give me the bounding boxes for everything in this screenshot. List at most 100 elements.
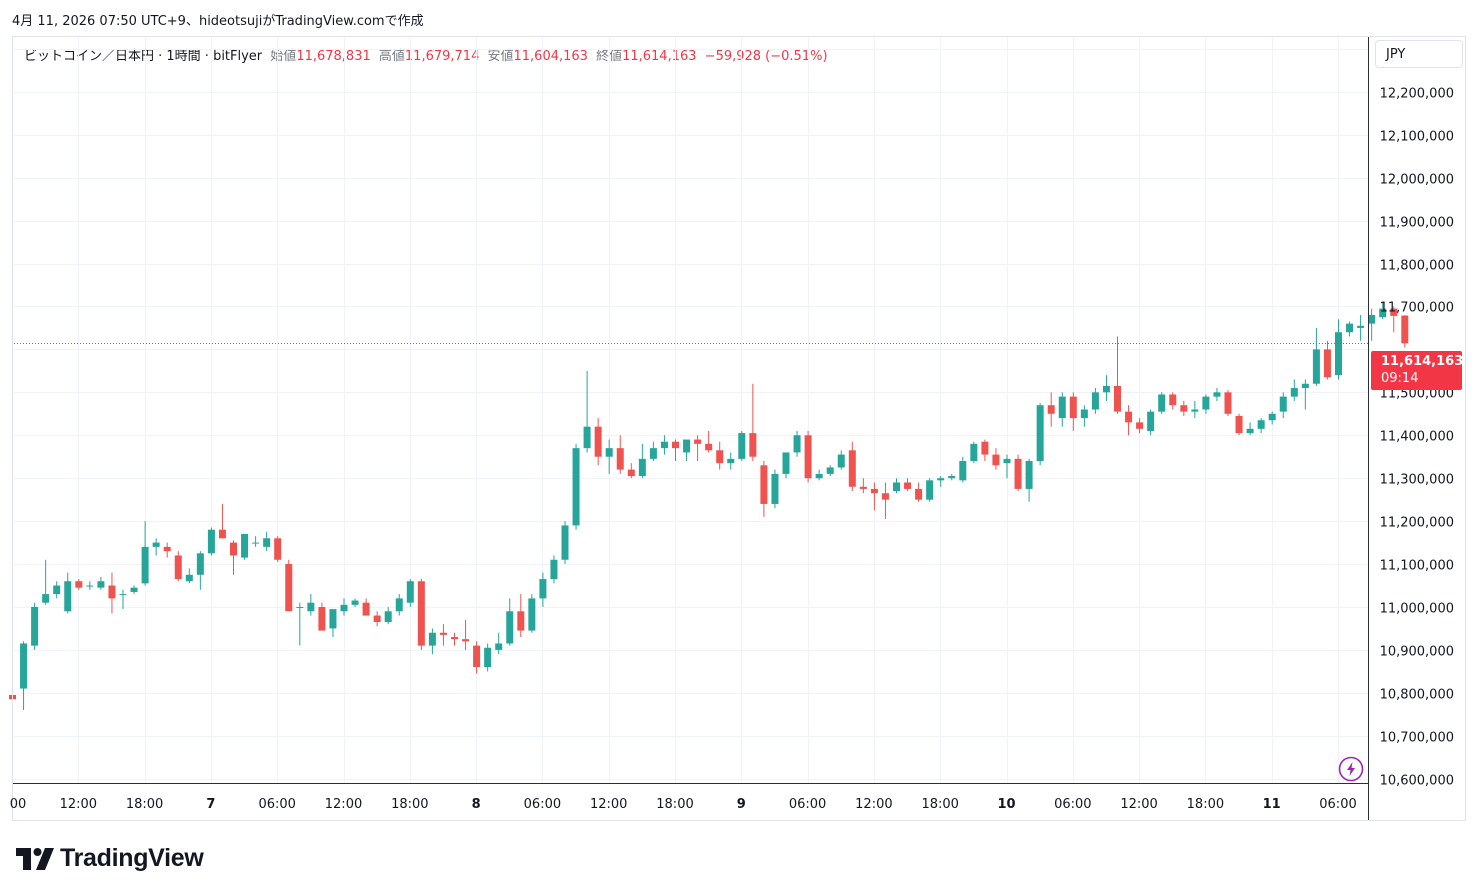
x-tick-label: 18:00	[656, 797, 693, 812]
candle-body	[970, 443, 978, 462]
x-tick-label: 00	[10, 797, 27, 812]
candle-body	[616, 448, 624, 470]
brand-wordmark: TradingView	[60, 844, 204, 872]
candle-body	[881, 493, 889, 500]
candle-body	[948, 476, 956, 479]
symbol-label[interactable]: ビットコイン／日本円 · 1時間 · bitFlyer	[24, 49, 263, 64]
last-price-value: 11,614,163	[1381, 354, 1464, 369]
x-tick-label: 18:00	[126, 797, 163, 812]
candle-body	[572, 448, 580, 526]
candle-body	[594, 426, 602, 457]
candle-body	[174, 555, 182, 580]
candle-body	[1025, 461, 1033, 489]
open-label: 始値	[270, 49, 297, 64]
candle-body	[218, 529, 226, 539]
candle-body	[384, 611, 392, 623]
y-tick-label: 11,800,000	[1380, 259, 1454, 274]
close-value: 11,614,163	[622, 49, 697, 64]
candle-body	[870, 488, 878, 494]
y-tick-label: 11,100,000	[1380, 559, 1454, 574]
candle-body	[749, 433, 757, 457]
candle-body	[550, 559, 558, 580]
x-tick-label: 10	[997, 797, 1015, 812]
x-tick-label: 06:00	[258, 797, 295, 812]
candle-body	[1003, 458, 1011, 464]
candle-body	[462, 639, 470, 642]
x-tick-label: 12:00	[855, 797, 892, 812]
candle-body	[163, 546, 171, 552]
y-tick-label: 11,700,000	[1380, 301, 1454, 316]
x-tick-label: 12:00	[325, 797, 362, 812]
candle-body	[263, 538, 271, 547]
candle-body	[1158, 394, 1166, 412]
candle-body	[230, 542, 237, 556]
candle-body	[362, 602, 370, 616]
x-tick-label: 18:00	[1187, 797, 1224, 812]
candle-body	[926, 480, 934, 500]
candle-body	[1169, 394, 1177, 406]
candle-body	[638, 458, 646, 477]
candle-body	[406, 581, 414, 603]
candle-body	[53, 585, 61, 595]
y-tick-label: 12,000,000	[1380, 173, 1454, 188]
candle-body	[782, 452, 790, 474]
candle-body	[252, 542, 260, 544]
candle-body	[1202, 396, 1210, 410]
last-price-label: 11,614,163 09:14	[1371, 351, 1464, 390]
candle-body	[1346, 323, 1354, 333]
candle-body	[1036, 405, 1044, 462]
candle-body	[340, 604, 348, 612]
y-tick-label: 11,900,000	[1380, 216, 1454, 231]
candle-body	[1290, 388, 1298, 397]
candle-body	[241, 534, 249, 558]
candle-body	[196, 553, 204, 575]
tradingview-logo[interactable]: TradingView	[16, 844, 204, 873]
candle-body	[1401, 315, 1409, 344]
candle-body	[1047, 405, 1055, 414]
candle-body	[904, 482, 912, 489]
candle-body	[473, 645, 481, 668]
candle-body	[373, 615, 381, 623]
candle-body	[307, 602, 315, 612]
low-value: 11,604,163	[513, 49, 588, 64]
x-tick-label: 12:00	[1120, 797, 1157, 812]
candle-body	[848, 450, 856, 487]
candle-body	[439, 632, 447, 635]
candle-body	[837, 454, 845, 468]
candle-body	[285, 564, 293, 612]
candle-body	[1224, 392, 1232, 414]
candle-body	[771, 473, 779, 504]
candle-body	[86, 585, 94, 587]
open-value: 11,678,831	[296, 49, 371, 64]
candle-body	[395, 598, 403, 612]
candle-body	[605, 448, 613, 457]
time-axis: 00 12:00 18:00 7 06:00 12:00 18:00 8 06:00 12:00 1…	[10, 797, 1357, 812]
lightning-icon[interactable]	[1338, 756, 1364, 786]
y-tick-label: 11,300,000	[1380, 473, 1454, 488]
candle-body	[959, 461, 967, 481]
candle-body	[672, 441, 679, 449]
x-tick-label: 06:00	[1054, 797, 1091, 812]
candle-body	[893, 482, 900, 492]
y-tick-label: 11,400,000	[1380, 430, 1454, 445]
currency-button[interactable]: JPY	[1375, 40, 1463, 68]
candle-body	[683, 439, 691, 453]
x-tick-label: 11	[1263, 797, 1281, 812]
candle-body	[152, 542, 160, 547]
candle-body	[694, 439, 702, 444]
candle-body	[915, 488, 923, 500]
x-tick-label: 12:00	[590, 797, 627, 812]
y-tick-label: 10,900,000	[1380, 645, 1454, 660]
candle-body	[64, 581, 72, 612]
y-tick-label: 12,200,000	[1380, 87, 1454, 102]
chart-caption: 4月 11, 2026 07:50 UTC+9、hideotsujiがTradi…	[12, 14, 424, 29]
tv-logo-icon	[16, 847, 54, 870]
candle-body	[1058, 396, 1066, 419]
candle-body	[207, 529, 215, 554]
candle-body	[318, 606, 326, 631]
candle-body	[1235, 415, 1243, 434]
candle-body	[495, 643, 503, 650]
candle-body	[760, 465, 768, 504]
candle-body	[1069, 396, 1077, 419]
